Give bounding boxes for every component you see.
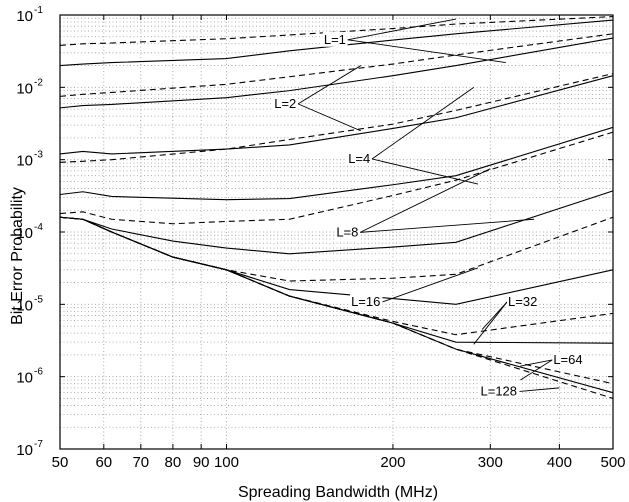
annotation-pointer	[382, 267, 479, 303]
x-tick-label: 60	[95, 454, 112, 471]
annotation-bg	[273, 95, 299, 111]
annotation-pointer	[297, 103, 362, 132]
x-tick-label: 200	[380, 454, 405, 471]
series-line-l1-solid	[59, 19, 614, 67]
annotation-bg	[347, 150, 372, 166]
y-axis-title: Bit Error Probability	[9, 187, 26, 325]
series-line-l4-solid	[59, 75, 614, 155]
annotation-label: L=16	[351, 294, 380, 309]
annotation-label: L=32	[508, 294, 537, 309]
x-tick-label: 50	[52, 454, 69, 471]
annotation-label: L=2	[274, 96, 296, 111]
annotation-pointer	[297, 65, 362, 105]
y-tick-exponent: -5	[34, 294, 43, 305]
series-line-l16-solid	[59, 190, 614, 255]
x-axis-title: Spreading Bandwidth (MHz)	[238, 484, 438, 501]
annotation-pointer	[519, 387, 560, 392]
annotation-pointer	[360, 218, 535, 233]
y-tick-exponent: -1	[34, 5, 43, 16]
x-tick-label: 400	[547, 454, 572, 471]
y-tick-label: 10	[16, 8, 33, 25]
series-lines	[59, 16, 614, 399]
x-tick-label: 300	[478, 454, 503, 471]
annotation-label: L=1	[324, 32, 346, 47]
annotation-label: L=64	[553, 352, 582, 367]
series-line-l8-dashed	[59, 131, 614, 225]
annotation-bg	[479, 383, 520, 399]
series-line-l4-dashed	[59, 73, 614, 163]
x-tick-label: 500	[600, 454, 625, 471]
annotation-pointer	[371, 86, 475, 160]
y-tick-label: 10	[16, 80, 33, 97]
annotation-pointer	[347, 18, 457, 41]
annotation-bg	[335, 224, 361, 240]
y-tick-exponent: -6	[34, 367, 43, 378]
annotation-label: L=8	[336, 224, 358, 239]
annotation-pointer	[359, 168, 491, 233]
series-line-l128-dashed	[59, 216, 614, 399]
annotation-pointer	[520, 359, 553, 381]
y-tick-label: 10	[16, 225, 33, 242]
annotations: L=1 L=2 L=4 L=8 L=16 L=32 L=64 L=128	[273, 18, 585, 399]
axes	[59, 14, 614, 450]
x-tick-label: 100	[214, 454, 239, 471]
y-tick-exponent: -4	[34, 222, 43, 233]
y-tick-exponent: -2	[34, 77, 43, 88]
annotation-bg	[552, 351, 585, 367]
annotation-bg	[507, 293, 540, 309]
y-tick-exponent: -7	[34, 439, 43, 450]
series-line-l2-solid	[59, 37, 614, 109]
y-tick-label: 10	[16, 297, 33, 314]
annotation-pointer	[371, 158, 479, 185]
annotation-bg	[322, 31, 348, 47]
series-line-l8-solid	[59, 126, 614, 201]
annotation-label: L=128	[481, 383, 518, 398]
annotation-pointer	[473, 301, 508, 345]
annotation-label: L=4	[348, 151, 370, 166]
annotation-bg	[350, 293, 383, 309]
x-tick-label: 70	[132, 454, 149, 471]
y-tick-label: 10	[16, 370, 33, 387]
y-tick-label: 10	[16, 153, 33, 170]
annotation-pointer	[520, 359, 553, 367]
y-tick-label: 10	[16, 442, 33, 459]
x-tick-label: 90	[193, 454, 210, 471]
y-tick-exponent: -3	[34, 150, 43, 161]
x-tick-label: 80	[165, 454, 182, 471]
annotation-pointer	[347, 39, 506, 64]
